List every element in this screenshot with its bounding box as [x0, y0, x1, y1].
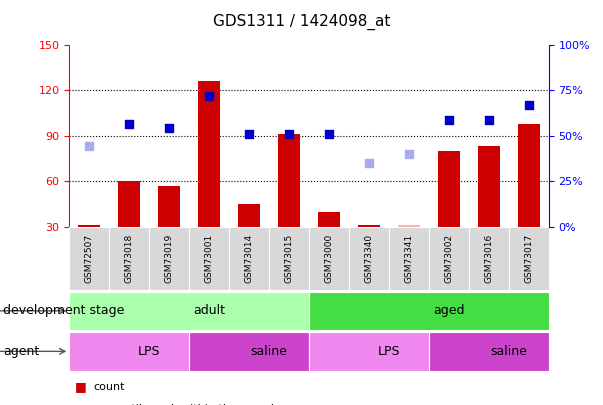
Text: GSM73341: GSM73341 — [405, 234, 414, 283]
Text: ■: ■ — [75, 380, 87, 393]
Text: LPS: LPS — [138, 345, 160, 358]
Point — [124, 120, 134, 127]
Text: GDS1311 / 1424098_at: GDS1311 / 1424098_at — [213, 14, 390, 30]
Bar — [198, 81, 220, 227]
Text: GSM73014: GSM73014 — [245, 234, 254, 283]
Bar — [238, 204, 260, 227]
Text: agent: agent — [3, 345, 39, 358]
Bar — [278, 134, 300, 227]
Text: aged: aged — [433, 304, 464, 318]
Bar — [69, 332, 189, 371]
Bar — [69, 227, 109, 290]
Text: GSM73018: GSM73018 — [125, 234, 134, 283]
Bar — [309, 332, 429, 371]
Bar — [429, 332, 549, 371]
Point — [524, 102, 534, 109]
Bar — [189, 332, 309, 371]
Text: GSM73340: GSM73340 — [364, 234, 373, 283]
Bar — [469, 227, 509, 290]
Bar — [478, 146, 500, 227]
Point — [484, 117, 494, 124]
Point — [364, 160, 374, 166]
Text: saline: saline — [251, 345, 288, 358]
Bar — [109, 227, 149, 290]
Bar — [78, 225, 100, 227]
Point — [84, 143, 94, 149]
Text: LPS: LPS — [377, 345, 400, 358]
Text: count: count — [93, 382, 125, 392]
Bar — [429, 227, 469, 290]
Text: GSM73015: GSM73015 — [285, 234, 294, 283]
Bar — [309, 227, 349, 290]
Bar — [309, 292, 549, 330]
Text: GSM73017: GSM73017 — [524, 234, 533, 283]
Bar — [150, 227, 189, 290]
Text: GSM73002: GSM73002 — [444, 234, 453, 283]
Point — [165, 125, 174, 131]
Bar — [349, 227, 389, 290]
Point — [324, 131, 334, 137]
Text: GSM73001: GSM73001 — [204, 234, 213, 283]
Bar — [269, 227, 309, 290]
Text: GSM73000: GSM73000 — [324, 234, 333, 283]
Bar — [438, 151, 460, 227]
Bar — [158, 186, 180, 227]
Text: saline: saline — [490, 345, 527, 358]
Bar — [318, 211, 340, 227]
Bar — [389, 227, 429, 290]
Bar — [518, 124, 540, 227]
Text: GSM73016: GSM73016 — [484, 234, 493, 283]
Bar — [189, 227, 229, 290]
Text: development stage: development stage — [3, 304, 124, 318]
Point — [404, 151, 414, 157]
Text: adult: adult — [193, 304, 225, 318]
Text: ■: ■ — [75, 403, 87, 405]
Text: GSM72507: GSM72507 — [85, 234, 94, 283]
Point — [284, 131, 294, 137]
Bar — [509, 227, 549, 290]
Text: GSM73019: GSM73019 — [165, 234, 174, 283]
Point — [444, 117, 453, 124]
Text: percentile rank within the sample: percentile rank within the sample — [93, 404, 282, 405]
Bar — [398, 225, 420, 227]
Point — [204, 93, 214, 100]
Bar — [229, 227, 269, 290]
Bar — [69, 292, 309, 330]
Bar — [358, 225, 380, 227]
Bar — [118, 181, 140, 227]
Point — [244, 131, 254, 137]
